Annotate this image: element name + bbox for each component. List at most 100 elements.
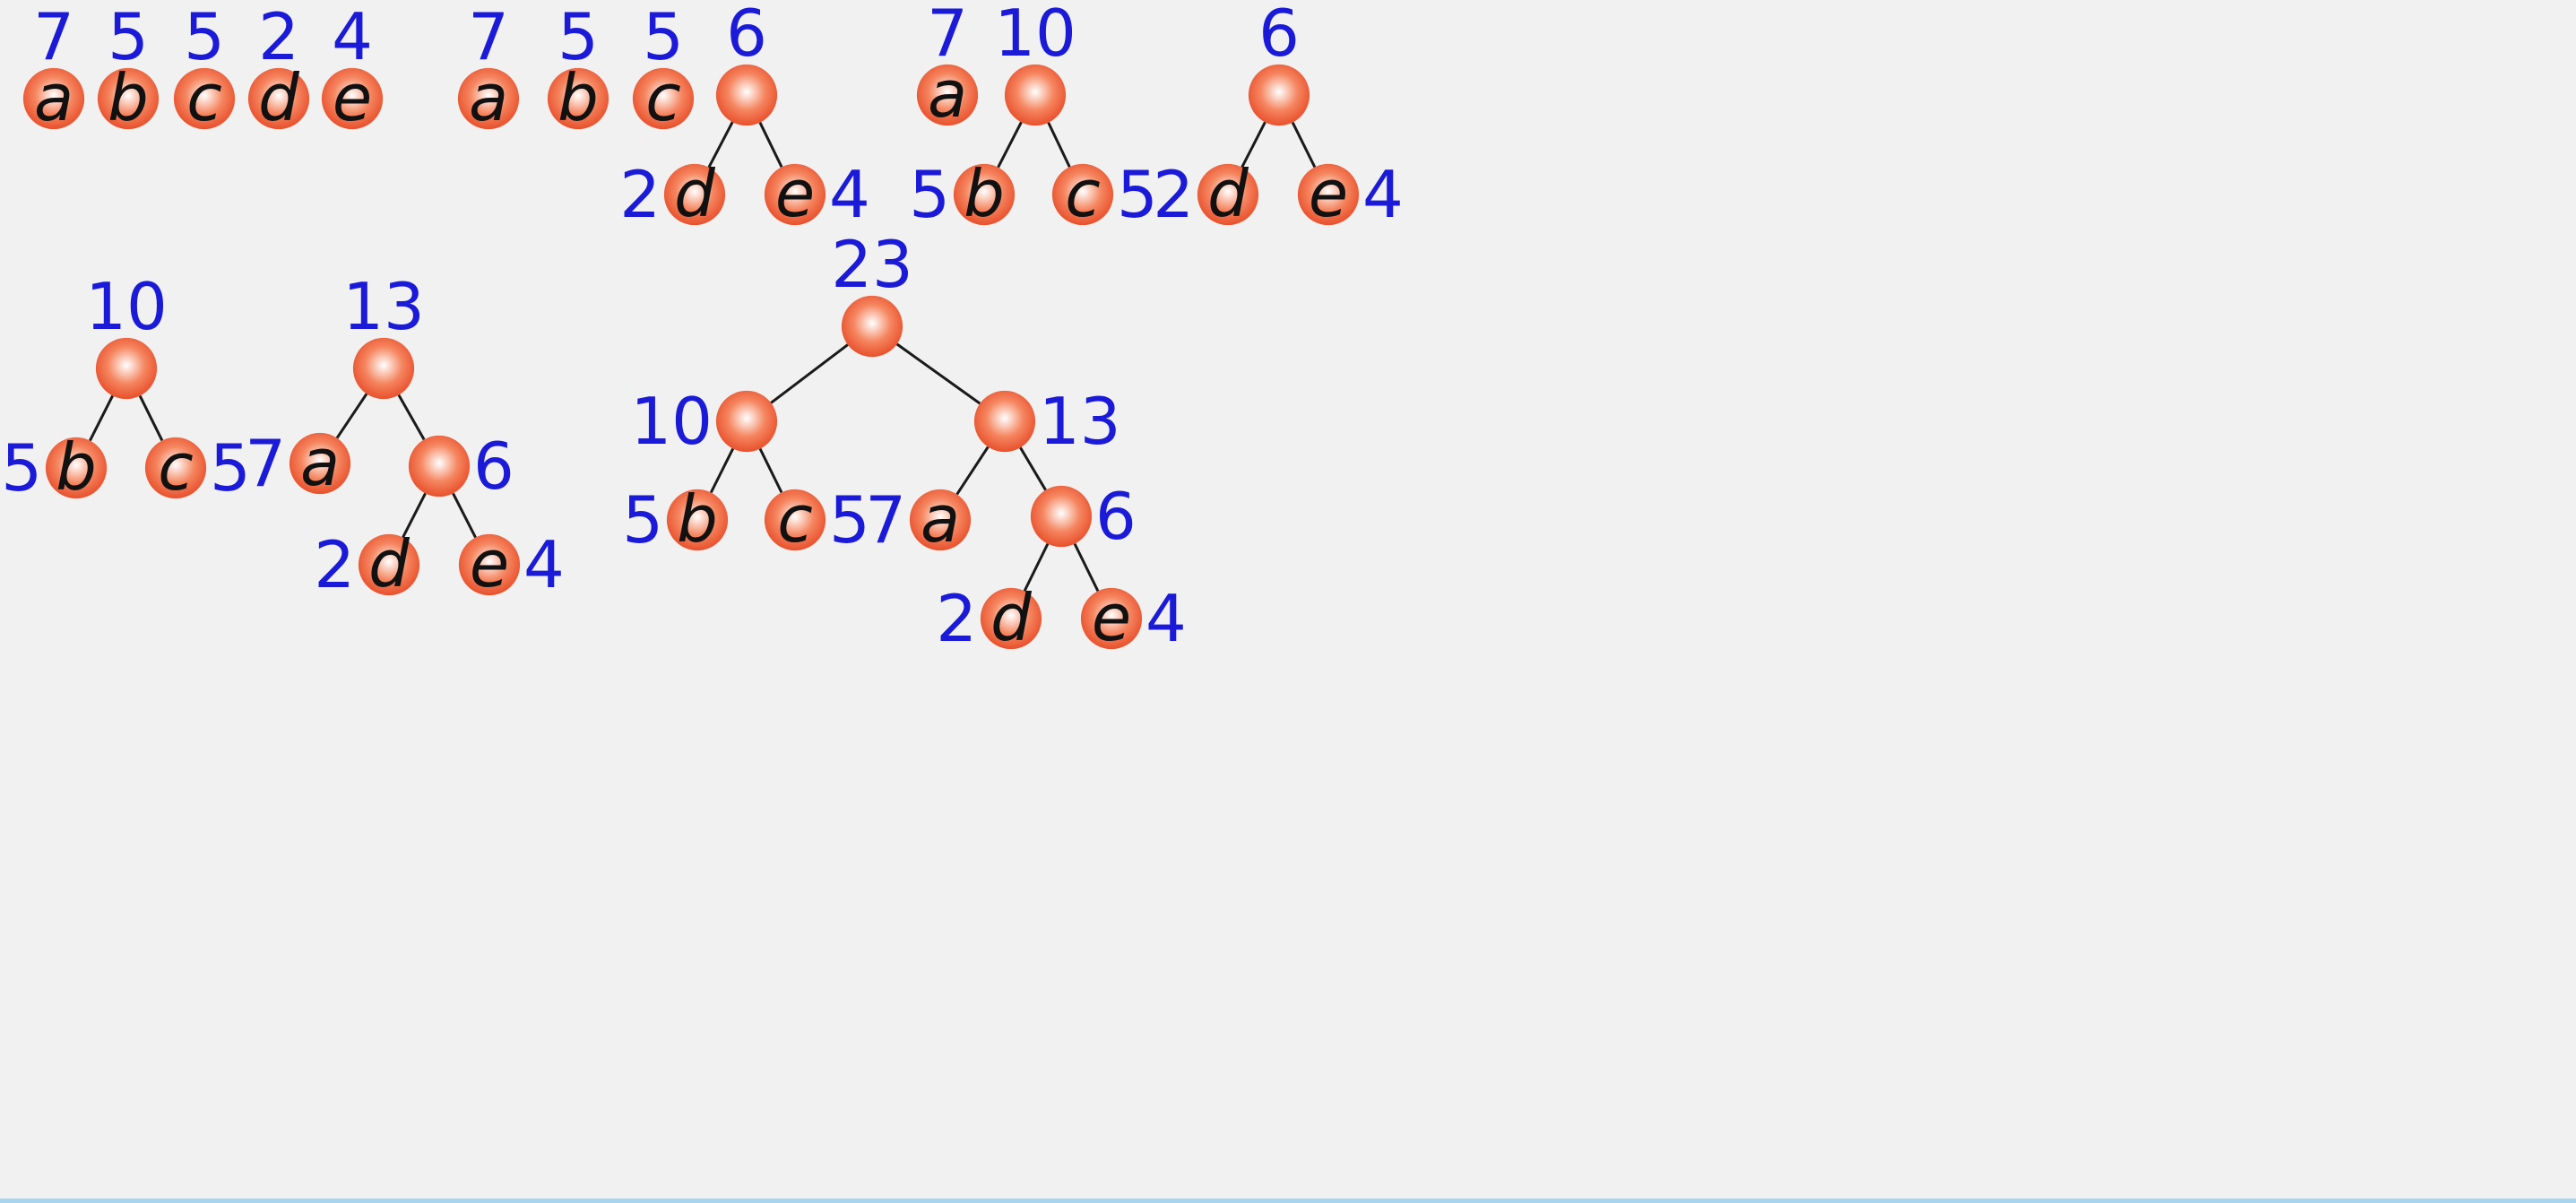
tree-edge-de-e bbox=[758, 122, 783, 168]
tree-node-b: b5 bbox=[1, 429, 108, 506]
tree-node-d: d2 bbox=[247, 0, 310, 135]
node-weight: 5 bbox=[1117, 157, 1158, 232]
tree-node-ade: 13 bbox=[342, 269, 425, 400]
node-circle bbox=[666, 489, 729, 551]
node-weight: 6 bbox=[473, 428, 514, 504]
node-weight: 23 bbox=[831, 227, 913, 302]
node-circle bbox=[547, 67, 609, 130]
node-circle bbox=[45, 437, 108, 499]
node-circle bbox=[1051, 163, 1114, 226]
node-circle bbox=[715, 64, 778, 126]
node-label: d bbox=[258, 60, 300, 135]
node-weight: 5 bbox=[558, 0, 599, 74]
node-weight: 2 bbox=[258, 0, 299, 74]
tree-node-a: a7 bbox=[865, 481, 972, 558]
node-weight: 4 bbox=[1362, 157, 1404, 232]
tree-edge-ade-de bbox=[1019, 446, 1047, 491]
node-weight: 4 bbox=[332, 0, 373, 74]
tree-node-d: d2 bbox=[1153, 156, 1259, 232]
node-circle bbox=[173, 67, 236, 130]
node-circle bbox=[1030, 485, 1093, 548]
tree-node-de: 6 bbox=[715, 0, 778, 126]
tree-node-a: a7 bbox=[245, 425, 351, 501]
tree-node-b: b5 bbox=[97, 0, 160, 135]
node-circle bbox=[632, 67, 695, 130]
node-label: c bbox=[777, 481, 813, 557]
node-weight: 7 bbox=[245, 426, 286, 501]
tree-edge-bc-c bbox=[758, 447, 783, 494]
node-circle bbox=[458, 533, 521, 596]
node-label: c bbox=[158, 429, 194, 505]
node-circle bbox=[953, 163, 1016, 226]
node-circle bbox=[358, 533, 420, 596]
node-label: a bbox=[921, 481, 960, 557]
node-weight: 5 bbox=[643, 0, 684, 74]
node-weight: 2 bbox=[314, 527, 355, 602]
node-label: e bbox=[775, 156, 815, 231]
node-label: a bbox=[469, 60, 508, 135]
node-label: b bbox=[56, 429, 97, 505]
tree-edge-bc-b bbox=[709, 447, 735, 494]
tree-node-ade: 13 bbox=[973, 384, 1121, 459]
tree-node-root: 23 bbox=[831, 227, 913, 358]
tree-node-bc: 10 bbox=[85, 269, 168, 400]
tree-edge-ade-a bbox=[955, 446, 990, 496]
node-label: e bbox=[1309, 156, 1348, 231]
node-label: c bbox=[1065, 156, 1101, 231]
node-circle bbox=[1080, 587, 1143, 650]
tree-edge-bc-b bbox=[89, 394, 114, 442]
tree-node-d: d2 bbox=[619, 156, 726, 232]
node-weight: 7 bbox=[33, 0, 74, 74]
tree-edge-bc-c bbox=[138, 394, 164, 442]
node-label: c bbox=[186, 60, 222, 135]
tree-node-b: b5 bbox=[909, 156, 1016, 232]
tree-node-de: 6 bbox=[408, 428, 514, 504]
node-circle bbox=[715, 390, 778, 453]
tree-edge-de-d bbox=[1240, 121, 1266, 169]
node-weight: 5 bbox=[909, 157, 950, 232]
node-weight: 6 bbox=[726, 0, 767, 71]
node-weight: 7 bbox=[468, 0, 509, 74]
node-circle bbox=[22, 67, 85, 130]
tree-edge-de-d bbox=[707, 121, 734, 169]
node-weight: 5 bbox=[184, 0, 225, 74]
tree-node-c: c5 bbox=[632, 0, 695, 135]
tree-node-a: a7 bbox=[916, 0, 979, 132]
node-weight: 7 bbox=[927, 0, 968, 71]
node-label: d bbox=[1207, 156, 1249, 231]
node-circle bbox=[144, 437, 207, 499]
tree-node-d: d2 bbox=[314, 526, 420, 602]
node-circle bbox=[1297, 163, 1360, 226]
node-label: d bbox=[368, 526, 411, 602]
node-circle bbox=[973, 390, 1036, 453]
node-label: e bbox=[333, 60, 372, 135]
node-label: d bbox=[990, 580, 1033, 655]
tree-edge-de-e bbox=[1073, 542, 1100, 593]
node-circle bbox=[764, 489, 826, 551]
node-circle bbox=[457, 67, 520, 130]
tree-node-a: a7 bbox=[457, 0, 520, 135]
node-label: b bbox=[964, 156, 1005, 231]
tree-node-a: a7 bbox=[22, 0, 85, 135]
tree-node-bc: 10 bbox=[994, 0, 1076, 126]
node-circle bbox=[916, 64, 979, 126]
node-circle bbox=[289, 432, 351, 495]
node-circle bbox=[352, 337, 415, 400]
node-label: e bbox=[470, 526, 509, 602]
node-circle bbox=[1197, 163, 1259, 226]
node-weight: 5 bbox=[829, 482, 870, 558]
node-label: b bbox=[108, 60, 149, 135]
tree-edge-bc-b bbox=[997, 121, 1023, 169]
node-circle bbox=[247, 67, 310, 130]
node-circle bbox=[408, 435, 471, 498]
